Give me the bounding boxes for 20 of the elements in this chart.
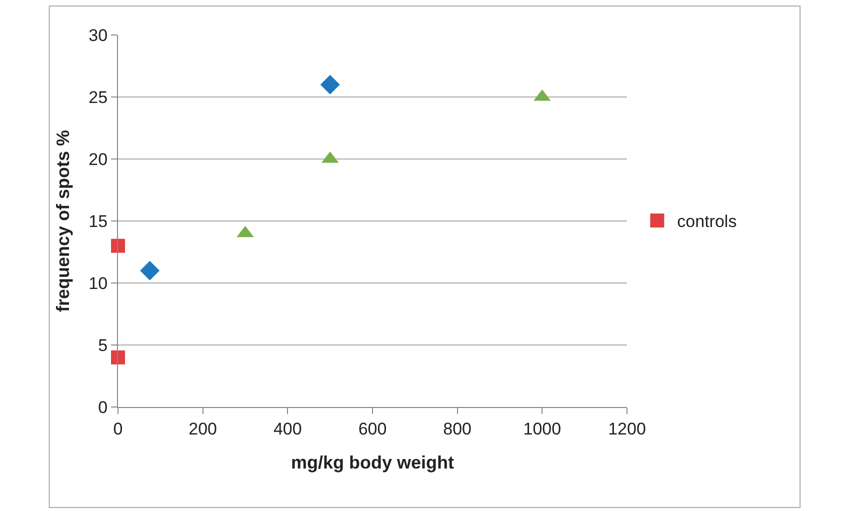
point bbox=[140, 260, 160, 280]
x-tick-label: 600 bbox=[358, 419, 387, 438]
y-tick-label: 15 bbox=[88, 212, 108, 231]
y-axis-title: frequency of spots % bbox=[52, 130, 73, 312]
y-tick-label: 10 bbox=[88, 274, 108, 293]
point bbox=[111, 350, 125, 364]
x-tick-label: 200 bbox=[188, 419, 218, 438]
y-tick-label: 20 bbox=[88, 150, 108, 169]
x-tick-label: 0 bbox=[113, 419, 123, 438]
y-tick-label: 25 bbox=[88, 88, 108, 107]
point bbox=[111, 238, 125, 253]
y-tick-label: 30 bbox=[88, 26, 108, 45]
x-axis-title: mg/kg body weight bbox=[290, 452, 454, 472]
legend-label: controls bbox=[677, 212, 737, 232]
x-tick-label: 1200 bbox=[608, 419, 646, 438]
x-tick-label: 800 bbox=[443, 419, 472, 438]
y-tick-label: 0 bbox=[98, 398, 108, 417]
x-tick-label: 400 bbox=[273, 419, 302, 438]
y-tick-label: 5 bbox=[98, 336, 108, 355]
x-tick-label: 1000 bbox=[523, 419, 562, 438]
